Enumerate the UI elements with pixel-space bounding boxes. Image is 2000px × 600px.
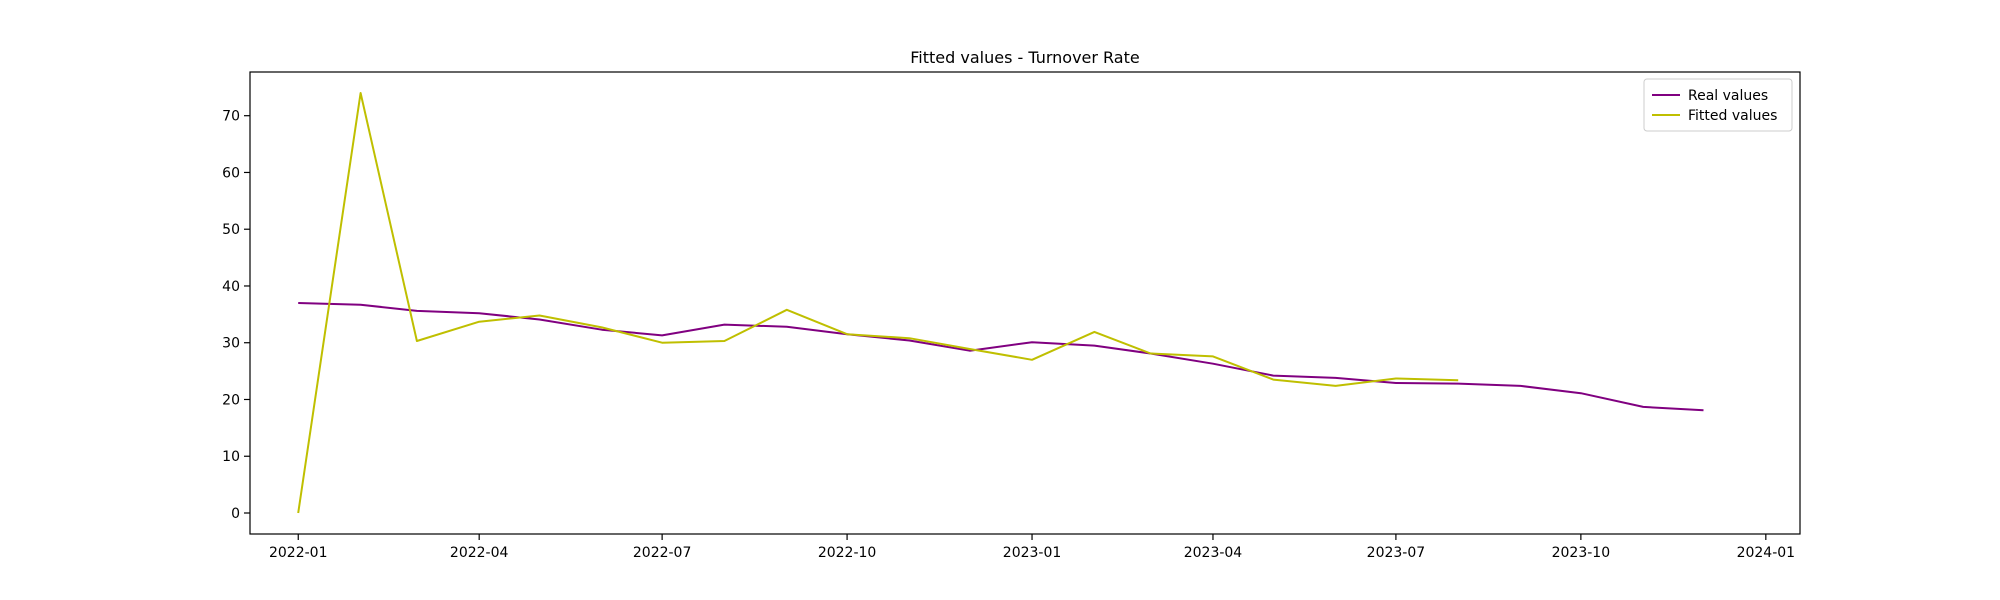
plot-area-frame [249,71,1801,535]
x-axis: 2022-01 2022-04 2022-07 2022-10 2023-01 2023-… [269,534,1795,561]
y-tick-label: 20 [222,392,240,408]
y-tick-label: 50 [222,222,240,238]
series-layer [297,92,1704,514]
x-tick-label: 2022-01 [269,545,328,561]
x-tick-label: 2023-01 [1003,545,1062,561]
y-tick-label: 0 [231,506,240,522]
y-tick-label: 10 [222,449,240,465]
series-line-fitted-values [297,92,1459,514]
x-tick-label: 2022-10 [818,545,877,561]
legend: Real values Fitted values [1643,78,1793,132]
series-line-real-values [298,302,1704,412]
legend-label: Real values [1688,88,1768,104]
y-tick-label: 60 [222,165,240,181]
y-tick-label: 30 [222,336,240,352]
x-tick-label: 2023-04 [1184,545,1243,561]
chart-title: Fitted values - Turnover Rate [910,48,1139,67]
legend-box [1643,78,1793,132]
legend-label: Fitted values [1688,108,1777,124]
x-tick-label: 2022-07 [633,545,692,561]
x-tick-label: 2023-10 [1552,545,1611,561]
y-tick-label: 70 [222,109,240,125]
y-axis: 0 10 20 30 40 50 60 70 [222,109,250,522]
x-tick-label: 2023-07 [1367,545,1426,561]
y-tick-label: 40 [222,279,240,295]
x-tick-label: 2022-04 [450,545,509,561]
x-tick-label: 2024-01 [1737,545,1796,561]
